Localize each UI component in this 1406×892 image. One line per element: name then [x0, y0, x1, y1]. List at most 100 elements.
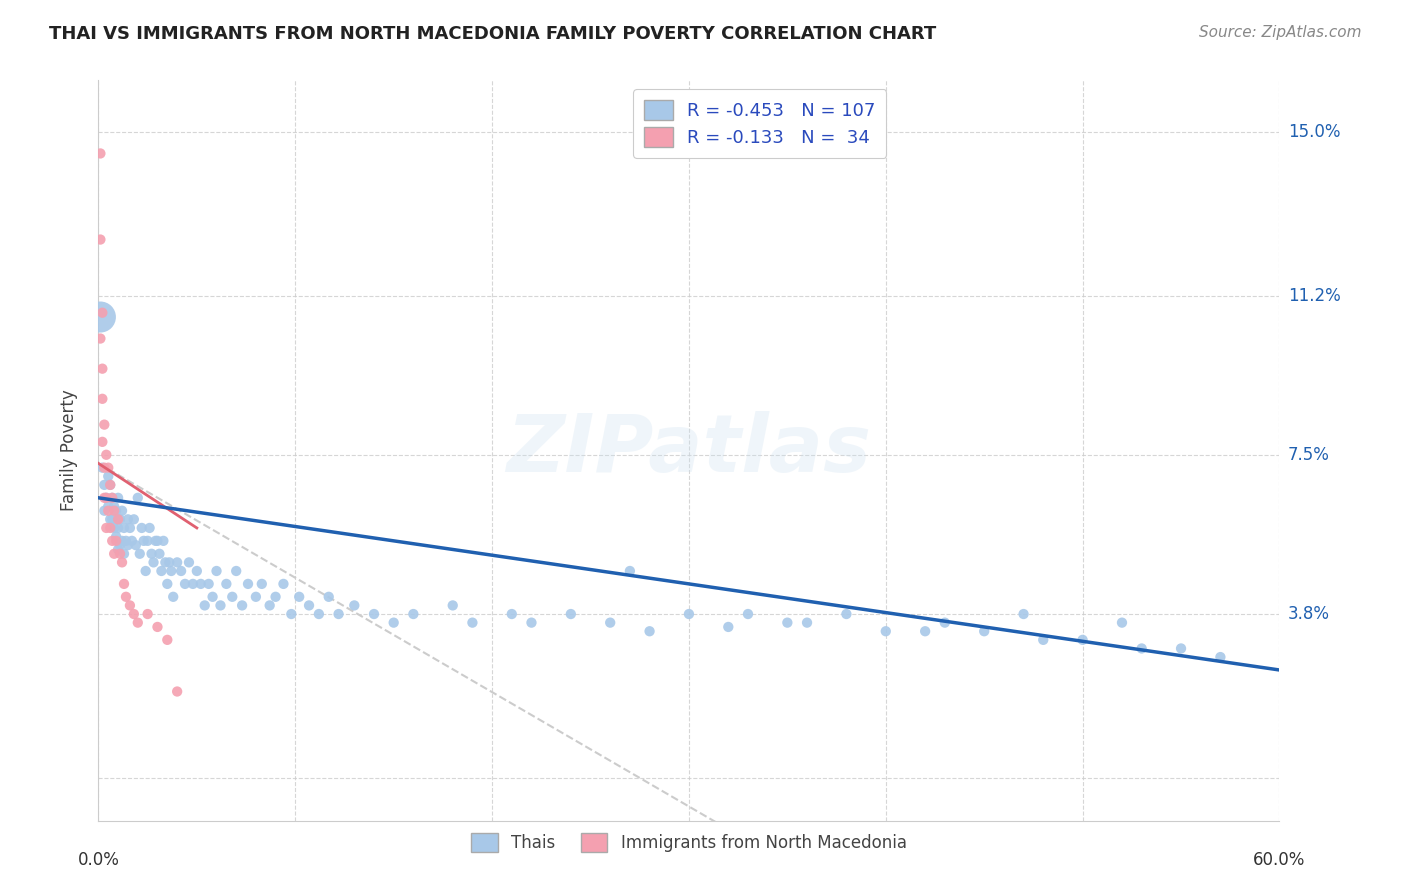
Point	[101, 491, 124, 505]
Point	[103, 547, 125, 561]
Text: Source: ZipAtlas.com: Source: ZipAtlas.com	[1198, 25, 1361, 40]
Point	[152, 533, 174, 548]
Point	[93, 504, 115, 518]
Point	[97, 460, 120, 475]
Point	[776, 615, 799, 630]
Point	[142, 555, 165, 569]
Point	[107, 542, 129, 557]
Point	[280, 607, 302, 621]
Text: 11.2%: 11.2%	[1288, 286, 1340, 304]
Point	[1071, 632, 1094, 647]
Point	[145, 533, 167, 548]
Point	[215, 577, 238, 591]
Point	[132, 533, 155, 548]
Point	[146, 620, 169, 634]
Point	[197, 577, 219, 591]
Point	[105, 530, 128, 544]
Point	[105, 504, 128, 518]
Point	[121, 533, 143, 548]
Point	[150, 564, 173, 578]
Point	[796, 615, 818, 630]
Point	[131, 521, 153, 535]
Point	[835, 607, 858, 621]
Point	[125, 538, 148, 552]
Point	[221, 590, 243, 604]
Point	[166, 684, 188, 698]
Point	[98, 512, 121, 526]
Point	[236, 577, 259, 591]
Point	[146, 533, 169, 548]
Point	[619, 564, 641, 578]
Point	[363, 607, 385, 621]
Point	[638, 624, 661, 639]
Point	[96, 491, 118, 505]
Point	[101, 512, 124, 526]
Point	[107, 491, 129, 505]
Point	[273, 577, 295, 591]
Point	[136, 607, 159, 621]
Legend: Thais, Immigrants from North Macedonia: Thais, Immigrants from North Macedonia	[463, 825, 915, 861]
Point	[93, 478, 115, 492]
Point	[128, 547, 150, 561]
Point	[1012, 607, 1035, 621]
Point	[122, 512, 145, 526]
Point	[103, 521, 125, 535]
Point	[441, 599, 464, 613]
Point	[141, 547, 163, 561]
Point	[96, 521, 118, 535]
Point	[914, 624, 936, 639]
Point	[1111, 615, 1133, 630]
Point	[343, 599, 366, 613]
Point	[259, 599, 281, 613]
Point	[599, 615, 621, 630]
Point	[205, 564, 228, 578]
Point	[170, 564, 193, 578]
Point	[112, 521, 135, 535]
Text: ZIPatlas: ZIPatlas	[506, 411, 872, 490]
Point	[1032, 632, 1054, 647]
Point	[97, 500, 120, 514]
Text: 15.0%: 15.0%	[1288, 123, 1340, 141]
Point	[560, 607, 582, 621]
Point	[118, 521, 141, 535]
Text: 0.0%: 0.0%	[77, 851, 120, 869]
Point	[264, 590, 287, 604]
Point	[1209, 650, 1232, 665]
Point	[98, 478, 121, 492]
Point	[135, 564, 157, 578]
Point	[225, 564, 247, 578]
Point	[93, 460, 115, 475]
Point	[98, 521, 121, 535]
Point	[156, 632, 179, 647]
Text: 60.0%: 60.0%	[1253, 851, 1306, 869]
Point	[934, 615, 956, 630]
Point	[127, 615, 149, 630]
Point	[111, 504, 134, 518]
Point	[97, 469, 120, 483]
Point	[186, 564, 208, 578]
Point	[875, 624, 897, 639]
Point	[737, 607, 759, 621]
Point	[107, 512, 129, 526]
Point	[108, 538, 131, 552]
Point	[103, 504, 125, 518]
Point	[177, 555, 200, 569]
Point	[308, 607, 330, 621]
Point	[148, 547, 170, 561]
Text: 3.8%: 3.8%	[1288, 605, 1330, 623]
Point	[89, 233, 111, 247]
Point	[97, 504, 120, 518]
Point	[91, 306, 114, 320]
Point	[136, 533, 159, 548]
Point	[107, 521, 129, 535]
Point	[91, 392, 114, 406]
Point	[245, 590, 267, 604]
Point	[973, 624, 995, 639]
Point	[122, 607, 145, 621]
Point	[105, 533, 128, 548]
Text: 7.5%: 7.5%	[1288, 446, 1330, 464]
Point	[91, 460, 114, 475]
Text: THAI VS IMMIGRANTS FROM NORTH MACEDONIA FAMILY POVERTY CORRELATION CHART: THAI VS IMMIGRANTS FROM NORTH MACEDONIA …	[49, 25, 936, 43]
Point	[101, 491, 124, 505]
Point	[91, 434, 114, 449]
